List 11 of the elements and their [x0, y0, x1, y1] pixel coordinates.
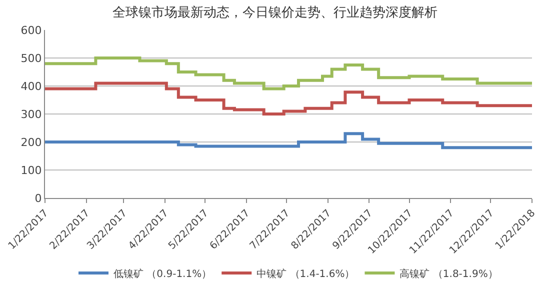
- y-tick-label: 300: [20, 108, 42, 121]
- y-tick-label: 100: [20, 164, 42, 177]
- chart-title: 全球镍市场最新动态，今日镍价走势、行业趋势深度解析: [112, 4, 438, 21]
- legend-label: 高镍矿 （1.8-1.9%）: [400, 268, 498, 280]
- y-tick-label: 200: [20, 136, 42, 149]
- y-tick-label: 500: [20, 52, 42, 65]
- legend-label: 低镍矿 （0.9-1.1%）: [114, 268, 212, 280]
- y-tick-label: 600: [20, 24, 42, 37]
- legend-label: 中镍矿 （1.4-1.6%）: [256, 268, 355, 280]
- y-tick-label: 0: [34, 192, 42, 205]
- y-tick-label: 400: [20, 80, 42, 93]
